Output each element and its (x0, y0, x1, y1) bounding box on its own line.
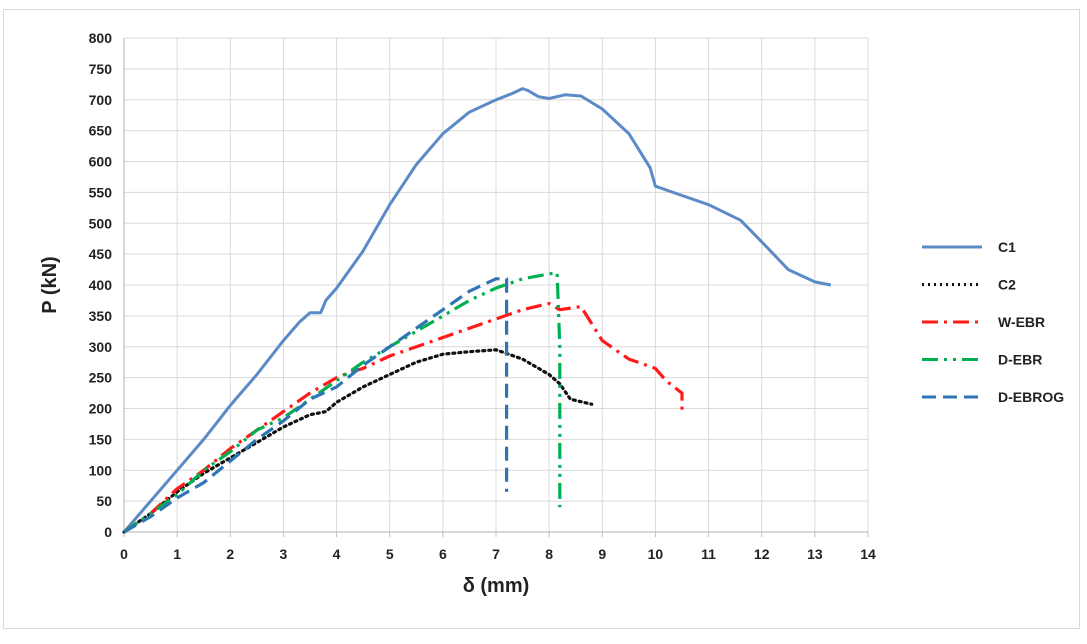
y-tick-label: 50 (96, 493, 112, 509)
x-tick-label: 3 (280, 546, 288, 562)
x-tick-labels: 0 1 2 3 4 5 6 7 8 9 10 11 12 13 14 (120, 546, 876, 562)
y-tick-label: 700 (89, 92, 113, 108)
y-tick-label: 250 (89, 370, 113, 386)
x-tick-label: 5 (386, 546, 394, 562)
line-chart: 0501001502002503003504004505005506006507… (39, 30, 1064, 597)
x-tick-label: 9 (598, 546, 606, 562)
x-tick-label: 2 (226, 546, 234, 562)
x-tick-label: 0 (120, 546, 128, 562)
y-tick-label: 800 (89, 30, 113, 46)
series-line-c1 (122, 87, 832, 533)
y-tick-label: 300 (89, 339, 113, 355)
y-tick-label: 150 (89, 431, 113, 447)
y-tick-label: 200 (89, 401, 113, 417)
series-line-w-ebr (123, 301, 684, 534)
x-axis-title: δ (mm) (463, 575, 530, 597)
y-tick-label: 650 (89, 123, 113, 139)
legend-label-w-ebr: W-EBR (998, 314, 1045, 330)
x-tick-label: 12 (754, 546, 770, 562)
legend-label-d-ebr: D-EBR (998, 352, 1042, 368)
y-tick-label: 0 (104, 524, 112, 540)
y-tick-label: 100 (89, 462, 113, 478)
legend-label-c1: C1 (998, 239, 1016, 255)
x-tick-label: 4 (333, 546, 341, 562)
x-tick-label: 6 (439, 546, 447, 562)
y-tick-label: 350 (89, 308, 113, 324)
y-tick-label: 400 (89, 277, 113, 293)
y-tick-labels: 0 50 100 150 200 250 300 350 400 450 500 550 600 650 7… (89, 30, 113, 540)
y-tick-label: 450 (89, 246, 113, 262)
y-tick-label: 500 (89, 215, 113, 231)
chart-frame: 0 50 100 150 200 250 300 350 400 450 500 550 600 650 7… (3, 9, 1080, 629)
x-tick-label: 13 (807, 546, 823, 562)
y-tick-label: 600 (89, 154, 113, 170)
x-tick-label: 10 (648, 546, 664, 562)
series-line-d-ebrog (123, 277, 509, 534)
y-tick-label: 550 (89, 184, 113, 200)
x-tick-label: 14 (860, 546, 876, 562)
x-tick-label: 8 (545, 546, 553, 562)
series-layer (122, 87, 832, 534)
legend-label-c2: C2 (998, 277, 1016, 293)
y-axis-title: P (kN) (39, 256, 61, 313)
x-tick-label: 7 (492, 546, 500, 562)
y-tick-label: 750 (89, 61, 113, 77)
series-line-d-ebr (123, 271, 562, 534)
series-line-c2 (122, 348, 594, 534)
x-tick-label: 1 (173, 546, 181, 562)
x-tick-label: 11 (701, 546, 716, 562)
legend: C1 C2 W-EBR D-EBR D-EBROG (922, 239, 1064, 405)
axes (123, 38, 869, 537)
legend-label-d-ebrog: D-EBROG (998, 389, 1064, 405)
